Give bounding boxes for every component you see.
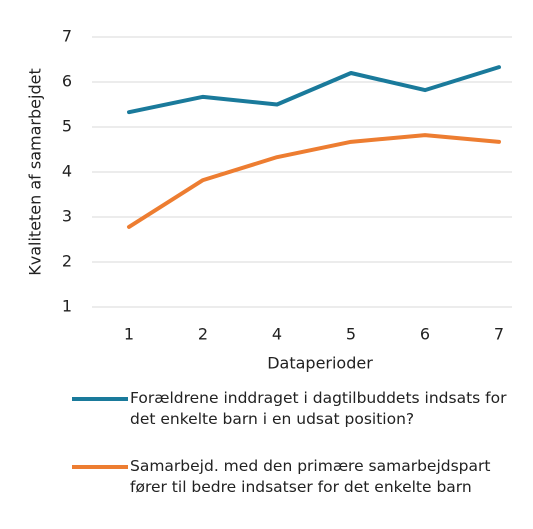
- y-tick-label: 1: [62, 297, 72, 316]
- legend-label: Forældrene inddraget i dagtilbuddets ind…: [130, 389, 507, 428]
- y-tick-label: 6: [62, 72, 72, 91]
- series-line: [127, 133, 501, 229]
- x-tick-label: 5: [346, 325, 356, 344]
- x-tick-label: 1: [124, 325, 134, 344]
- legend-swatch: [72, 397, 128, 401]
- x-axis-title: Dataperioder: [267, 354, 373, 373]
- x-tick-label: 6: [420, 325, 430, 344]
- x-tick-label: 4: [272, 325, 282, 344]
- series-line: [127, 65, 501, 115]
- y-tick-label: 5: [62, 117, 72, 136]
- y-tick-label: 2: [62, 252, 72, 271]
- y-tick-label: 7: [62, 27, 72, 46]
- x-tick-label: 2: [198, 325, 208, 344]
- y-tick-label: 3: [62, 207, 72, 226]
- y-tick-label: 4: [62, 162, 72, 181]
- x-tick-label: 7: [494, 325, 504, 344]
- legend-label: Samarbejd. med den primære samarbejdspar…: [130, 457, 491, 496]
- legend-swatch: [72, 465, 128, 469]
- y-axis-title: Kvaliteten af samarbejdet: [26, 68, 45, 275]
